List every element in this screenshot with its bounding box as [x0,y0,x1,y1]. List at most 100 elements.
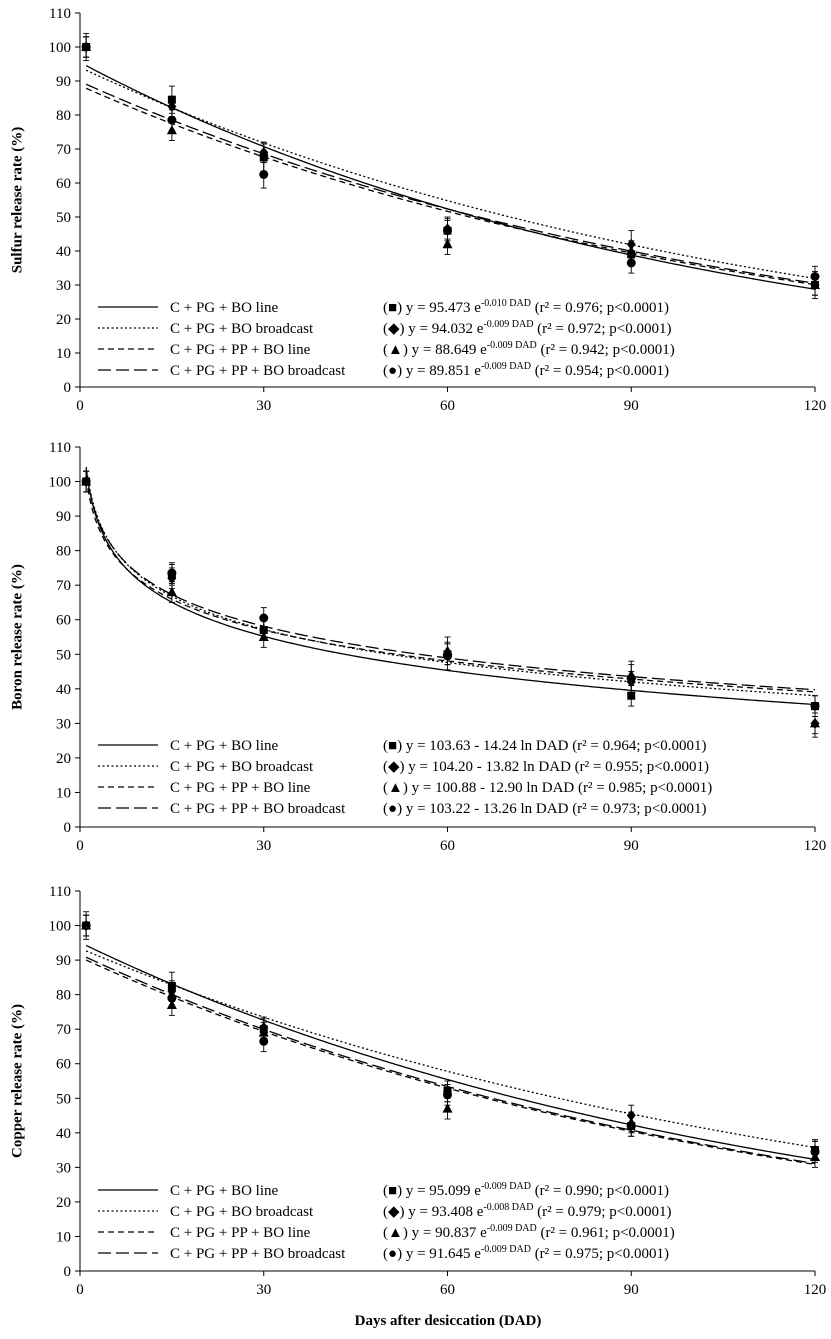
y-tick-label: 0 [64,380,72,396]
equation-exponent: -0.009 DAD [481,361,531,372]
regression-equation: (■) y = 95.473 e-0.010 DAD (r² = 0.976; … [383,298,669,316]
x-tick-label: 90 [624,838,639,854]
data-point-triangle [442,1103,453,1113]
equation-stats: (r² = 0.961; p<0.0001) [537,1225,675,1241]
y-tick-label: 60 [56,613,71,629]
equation-stats: (r² = 0.990; p<0.0001) [531,1183,669,1199]
data-point-circle [167,115,177,125]
equation-marker-symbol: ▲ [388,780,403,796]
data-point-circle [443,226,452,236]
x-tick-label: 30 [256,1282,271,1298]
y-tick-label: 70 [56,1022,71,1038]
equation-body: y = 100.88 - 12.90 ln DAD [412,780,575,796]
fit-curve-4 [85,83,816,284]
y-axis-label: Copper release rate (%) [9,1004,25,1158]
y-tick-label: 110 [49,440,71,456]
equation-close-paren: ) [397,300,406,316]
y-tick-label: 90 [56,509,71,525]
legend-label: C + PG + PP + BO broadcast [170,1246,346,1262]
data-point-circle [259,1036,269,1046]
fit-curve-4 [85,470,816,691]
data-point-triangle [810,717,820,728]
y-axis-label: Sulfur release rate (%) [9,127,25,274]
x-tick-label: 90 [624,398,639,414]
regression-equation: (◆) y = 94.032 e-0.009 DAD (r² = 0.972; … [383,319,672,337]
y-tick-label: 30 [56,278,71,294]
data-point-diamond [167,101,177,112]
y-tick-label: 70 [56,142,71,158]
equation-close-paren: ) [403,780,412,796]
data-point-circle [443,651,452,661]
y-tick-label: 80 [56,544,71,560]
legend-label: C + PG + BO line [170,1183,279,1199]
x-tick-label: 120 [804,1282,827,1298]
y-axis-label: Boron release rate (%) [9,564,25,710]
equation-body: y = 90.837 e [412,1225,487,1241]
y-tick-label: 10 [56,1229,71,1245]
data-point-circle [626,1121,636,1131]
equation-close-paren: ) [397,1246,406,1262]
equation-body: y = 91.645 e [406,1246,481,1262]
data-point-circle [626,258,636,268]
equation-body: y = 88.649 e [412,342,487,358]
y-tick-label: 60 [56,176,71,192]
y-tick-label: 20 [56,1195,71,1211]
x-tick-label: 120 [804,838,827,854]
x-tick-label: 60 [440,398,455,414]
equation-open-paren: ( [383,1225,388,1241]
equation-open-paren: ( [383,1183,388,1199]
equation-open-paren: ( [383,300,388,316]
equation-stats: (r² = 0.975; p<0.0001) [531,1246,669,1262]
y-tick-label: 30 [56,716,71,732]
equation-exponent: -0.009 DAD [487,340,537,351]
x-axis-label: Days after desiccation (DAD) [355,1313,542,1329]
data-point-circle [443,1090,452,1100]
equation-body: y = 95.473 e [406,300,481,316]
fit-curve-1 [85,944,816,1161]
equation-body: y = 103.63 - 14.24 ln DAD [406,738,569,754]
chart-panel-3: 0 10 20 30 40 50 60 70 80 90 100 110 0 30 60 90 120 Coppe… [9,884,826,1329]
y-tick-label: 90 [56,953,71,969]
y-tick-label: 60 [56,1057,71,1073]
y-tick-label: 20 [56,751,71,767]
regression-equation: (●) y = 91.645 e-0.009 DAD (r² = 0.975; … [383,1244,669,1262]
equation-close-paren: ) [397,738,406,754]
equation-close-paren: ) [397,801,406,817]
x-tick-label: 60 [440,1282,455,1298]
y-tick-label: 0 [64,820,72,836]
fit-curve-3 [85,478,816,693]
equation-stats: (r² = 0.973; p<0.0001) [568,801,706,817]
data-point-circle [259,170,269,179]
legend-label: C + PG + PP + BO line [170,1225,311,1241]
data-point-circle [810,272,820,281]
chart-panel-2: 0 10 20 30 40 50 60 70 80 90 100 110 0 30 60 90 120 Boron… [9,440,826,854]
equation-open-paren: ( [383,1204,388,1220]
equation-marker-symbol: ◆ [388,759,400,775]
data-point-circle [81,477,91,487]
equation-stats: (r² = 0.955; p<0.0001) [571,759,709,775]
y-tick-label: 50 [56,1091,71,1107]
x-tick-label: 30 [256,838,271,854]
x-tick-label: 30 [256,398,271,414]
equation-close-paren: ) [397,363,406,379]
equation-close-paren: ) [400,321,409,337]
fit-curve-1 [85,468,816,706]
equation-close-paren: ) [400,1204,409,1220]
equation-body: y = 103.22 - 13.26 ln DAD [406,801,569,817]
legend-label: C + PG + BO broadcast [170,321,314,337]
equation-exponent: -0.009 DAD [481,1244,531,1255]
equation-exponent: -0.010 DAD [481,298,531,309]
data-point-circle [810,1147,820,1157]
y-tick-label: 20 [56,312,71,328]
equation-open-paren: ( [383,321,388,337]
y-tick-label: 50 [56,647,71,663]
x-tick-label: 90 [624,1282,639,1298]
equation-open-paren: ( [383,1246,388,1262]
y-tick-label: 80 [56,988,71,1004]
y-tick-label: 0 [64,1264,72,1280]
y-tick-label: 40 [56,1126,71,1142]
y-tick-label: 100 [49,475,72,491]
equation-marker-symbol: ■ [388,738,397,754]
legend-label: C + PG + PP + BO line [170,342,311,358]
